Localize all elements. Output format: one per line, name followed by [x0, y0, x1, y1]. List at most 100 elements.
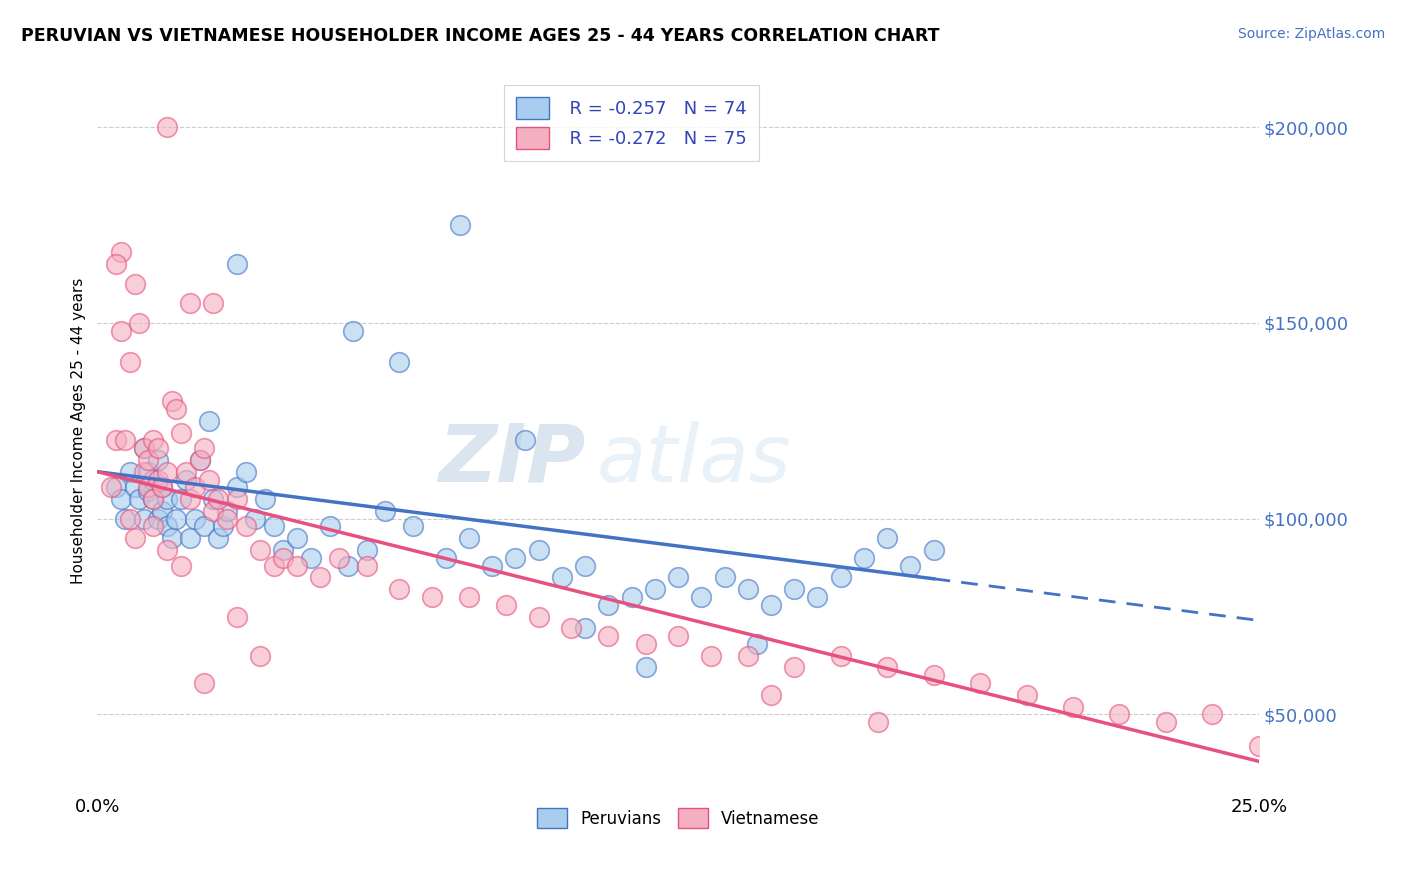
Y-axis label: Householder Income Ages 25 - 44 years: Householder Income Ages 25 - 44 years: [72, 277, 86, 583]
Point: [225, 480, 247, 494]
Point: [170, 492, 193, 507]
Point: [388, 355, 411, 369]
Point: [146, 453, 169, 467]
Point: [100, 480, 122, 494]
Point: [156, 120, 179, 135]
Point: [156, 492, 179, 507]
Point: [138, 484, 160, 499]
Point: [132, 441, 155, 455]
Point: [114, 511, 136, 525]
Point: [420, 590, 443, 604]
Point: [184, 511, 207, 525]
Point: [285, 558, 308, 573]
Point: [253, 492, 276, 507]
Text: Source: ZipAtlas.com: Source: ZipAtlas.com: [1237, 27, 1385, 41]
Point: [142, 434, 165, 448]
Point: [620, 590, 643, 604]
Point: [152, 480, 174, 494]
Point: [156, 519, 179, 533]
Point: [146, 441, 169, 455]
Point: [146, 511, 169, 525]
Point: [225, 492, 247, 507]
Point: [690, 590, 713, 604]
Point: [574, 558, 596, 573]
Point: [783, 660, 806, 674]
Point: [271, 550, 294, 565]
Point: [574, 621, 596, 635]
Point: [104, 434, 127, 448]
Point: [634, 637, 657, 651]
Point: [1108, 707, 1130, 722]
Point: [249, 648, 271, 663]
Point: [737, 582, 759, 596]
Point: [118, 465, 141, 479]
Point: [356, 558, 378, 573]
Point: [876, 660, 898, 674]
Point: [285, 531, 308, 545]
Text: atlas: atlas: [596, 420, 792, 499]
Point: [184, 480, 207, 494]
Point: [104, 257, 127, 271]
Point: [449, 218, 471, 232]
Point: [318, 519, 340, 533]
Point: [198, 414, 221, 428]
Point: [245, 511, 267, 525]
Point: [132, 465, 155, 479]
Point: [202, 504, 225, 518]
Point: [124, 277, 146, 291]
Point: [146, 473, 169, 487]
Point: [1201, 707, 1223, 722]
Point: [193, 519, 215, 533]
Point: [110, 245, 132, 260]
Point: [132, 441, 155, 455]
Point: [165, 402, 187, 417]
Point: [271, 543, 294, 558]
Point: [634, 660, 657, 674]
Point: [458, 590, 481, 604]
Text: ZIP: ZIP: [437, 420, 585, 499]
Point: [170, 558, 193, 573]
Point: [356, 543, 378, 558]
Point: [179, 296, 201, 310]
Text: PERUVIAN VS VIETNAMESE HOUSEHOLDER INCOME AGES 25 - 44 YEARS CORRELATION CHART: PERUVIAN VS VIETNAMESE HOUSEHOLDER INCOM…: [21, 27, 939, 45]
Point: [598, 629, 620, 643]
Point: [142, 492, 165, 507]
Point: [527, 609, 550, 624]
Point: [513, 434, 536, 448]
Point: [299, 550, 322, 565]
Point: [551, 570, 574, 584]
Point: [193, 441, 215, 455]
Point: [374, 504, 396, 518]
Point: [458, 531, 481, 545]
Point: [124, 480, 146, 494]
Point: [138, 480, 160, 494]
Point: [1247, 739, 1270, 753]
Point: [225, 257, 247, 271]
Point: [666, 629, 689, 643]
Point: [263, 519, 285, 533]
Point: [866, 715, 889, 730]
Point: [132, 511, 155, 525]
Point: [198, 473, 221, 487]
Point: [1062, 699, 1084, 714]
Point: [852, 550, 875, 565]
Point: [202, 296, 225, 310]
Point: [495, 598, 517, 612]
Point: [560, 621, 582, 635]
Point: [666, 570, 689, 584]
Point: [142, 473, 165, 487]
Point: [207, 531, 229, 545]
Point: [235, 519, 257, 533]
Point: [876, 531, 898, 545]
Point: [160, 531, 183, 545]
Point: [481, 558, 503, 573]
Point: [160, 394, 183, 409]
Point: [124, 531, 146, 545]
Point: [104, 480, 127, 494]
Point: [188, 453, 211, 467]
Point: [505, 550, 527, 565]
Point: [745, 637, 768, 651]
Point: [830, 570, 852, 584]
Point: [598, 598, 620, 612]
Point: [118, 355, 141, 369]
